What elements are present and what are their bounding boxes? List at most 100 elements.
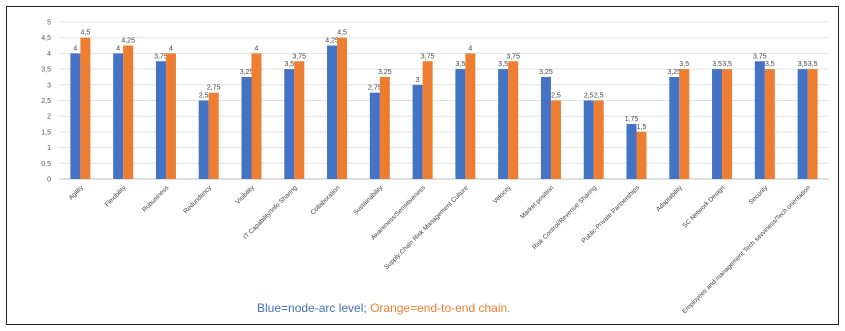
bar-end-to-end [764,69,775,179]
data-label: 4 [116,45,120,52]
chart-legend: Blue=node-arc level; Orange=end-to-end c… [257,301,511,315]
y-tick-label: 4 [47,51,51,58]
x-tick-label: Supply Chain Risk Management Culture [383,184,470,271]
data-label: 3,5 [679,61,689,68]
bar-node-arc [327,45,338,179]
bar-end-to-end [807,69,818,179]
bar-end-to-end [208,92,219,179]
bar-end-to-end [550,100,561,179]
bar-end-to-end [165,53,176,179]
data-label: 2,5 [584,93,594,100]
bar-end-to-end [679,69,690,179]
bar-node-arc [540,76,551,179]
x-tick-label: Flexibility [104,184,128,208]
bar-chart: 00,511,522,533,544,55 44,544,253,7542,52… [41,20,829,315]
x-tick-label: Agility [68,184,86,202]
y-tick-label: 0 [47,177,51,184]
data-label: 3,5 [284,61,294,68]
x-tick-label: Sustainability [352,184,385,217]
y-tick-label: 2 [47,114,51,121]
bar-node-arc [626,124,637,179]
bar-node-arc [797,69,808,179]
bars: 44,544,253,7542,52,753,2543,53,754,254,5… [70,30,818,180]
data-label: 3,5 [712,61,722,68]
bar-node-arc [712,69,723,179]
data-label: 2,5 [199,93,209,100]
bar-node-arc [754,61,765,179]
bar-end-to-end [337,37,348,180]
y-tick-label: 4,5 [41,35,51,42]
bar-end-to-end [508,61,519,179]
bar-end-to-end [80,37,91,180]
bar-node-arc [70,53,81,179]
x-tick-label: Security [748,184,770,206]
data-label: 4 [169,45,173,52]
y-tick-label: 3,5 [41,67,51,74]
y-tick-label: 0,5 [41,161,51,168]
data-label: 3,75 [753,53,767,60]
data-label: 4,5 [81,30,91,37]
x-tick-label: Robustness [141,184,171,214]
y-tick-label: 2,5 [41,98,51,105]
x-tick-label: SC Network Design [681,184,726,229]
x-tick-label: Adaptability [655,184,684,213]
data-label: 3,75 [292,53,306,60]
bar-end-to-end [722,69,733,179]
bar-node-arc [583,100,594,179]
x-axis: Agility Flexibility Robustness Redundancy Vi… [68,184,813,315]
data-label: 1,75 [625,116,639,123]
legend-orange-text: Orange=end-to-end chain. [370,301,511,315]
bar-node-arc [369,92,380,179]
bar-end-to-end [294,61,305,179]
bar-node-arc [669,76,680,179]
data-label: 4,5 [337,30,347,37]
bar-node-arc [455,69,466,179]
data-label: 3,25 [667,69,681,76]
bar-node-arc [155,61,166,179]
data-label: 3,25 [378,69,392,76]
data-label: 3,25 [539,69,553,76]
data-label: 3,75 [154,53,168,60]
data-label: 3,75 [506,53,520,60]
x-tick-label: Collaboration [309,184,341,216]
x-tick-label: Redundancy [182,184,213,215]
data-label: 4,25 [121,38,135,45]
bar-node-arc [198,100,209,179]
data-label: 3,5 [456,61,466,68]
bar-end-to-end [379,76,390,179]
x-tick-label: Market position [519,184,555,220]
bar-end-to-end [465,53,476,179]
data-label: 2,75 [368,85,382,92]
x-tick-label: Visibility [234,184,256,206]
x-tick-label: Velocity [492,184,513,205]
data-label: 3,25 [240,69,254,76]
data-label: 4 [255,45,259,52]
gridlines [59,21,829,180]
data-label: 4,25 [325,38,339,45]
bar-node-arc [412,84,423,179]
y-tick-label: 5 [47,20,51,27]
data-label: 3 [416,77,420,84]
bar-end-to-end [636,131,647,179]
y-tick-label: 1,5 [41,129,51,136]
data-label: 3,5 [722,61,732,68]
data-label: 3,5 [808,61,818,68]
y-tick-label: 3 [47,82,51,89]
bar-end-to-end [593,100,604,179]
data-label: 3,5 [765,61,775,68]
bar-node-arc [284,69,295,179]
data-label: 3,5 [498,61,508,68]
data-label: 2,75 [207,85,221,92]
bar-node-arc [113,53,124,179]
bar-end-to-end [123,45,134,179]
chart-frame: 0 0,5 1 1,5 2 2,5 3 3,5 4 4,5 5 4 4,5 4 4,25 3,75 4 2,5 2… [6,6,839,325]
bar-node-arc [241,76,252,179]
data-label: 2,5 [551,93,561,100]
legend-blue-text: Blue=node-arc level; [257,301,367,315]
y-tick-label: 1 [47,145,51,152]
bar-end-to-end [422,61,433,179]
data-label: 1,5 [637,124,647,131]
data-label: 4 [73,45,77,52]
data-label: 3,5 [798,61,808,68]
bar-node-arc [498,69,509,179]
